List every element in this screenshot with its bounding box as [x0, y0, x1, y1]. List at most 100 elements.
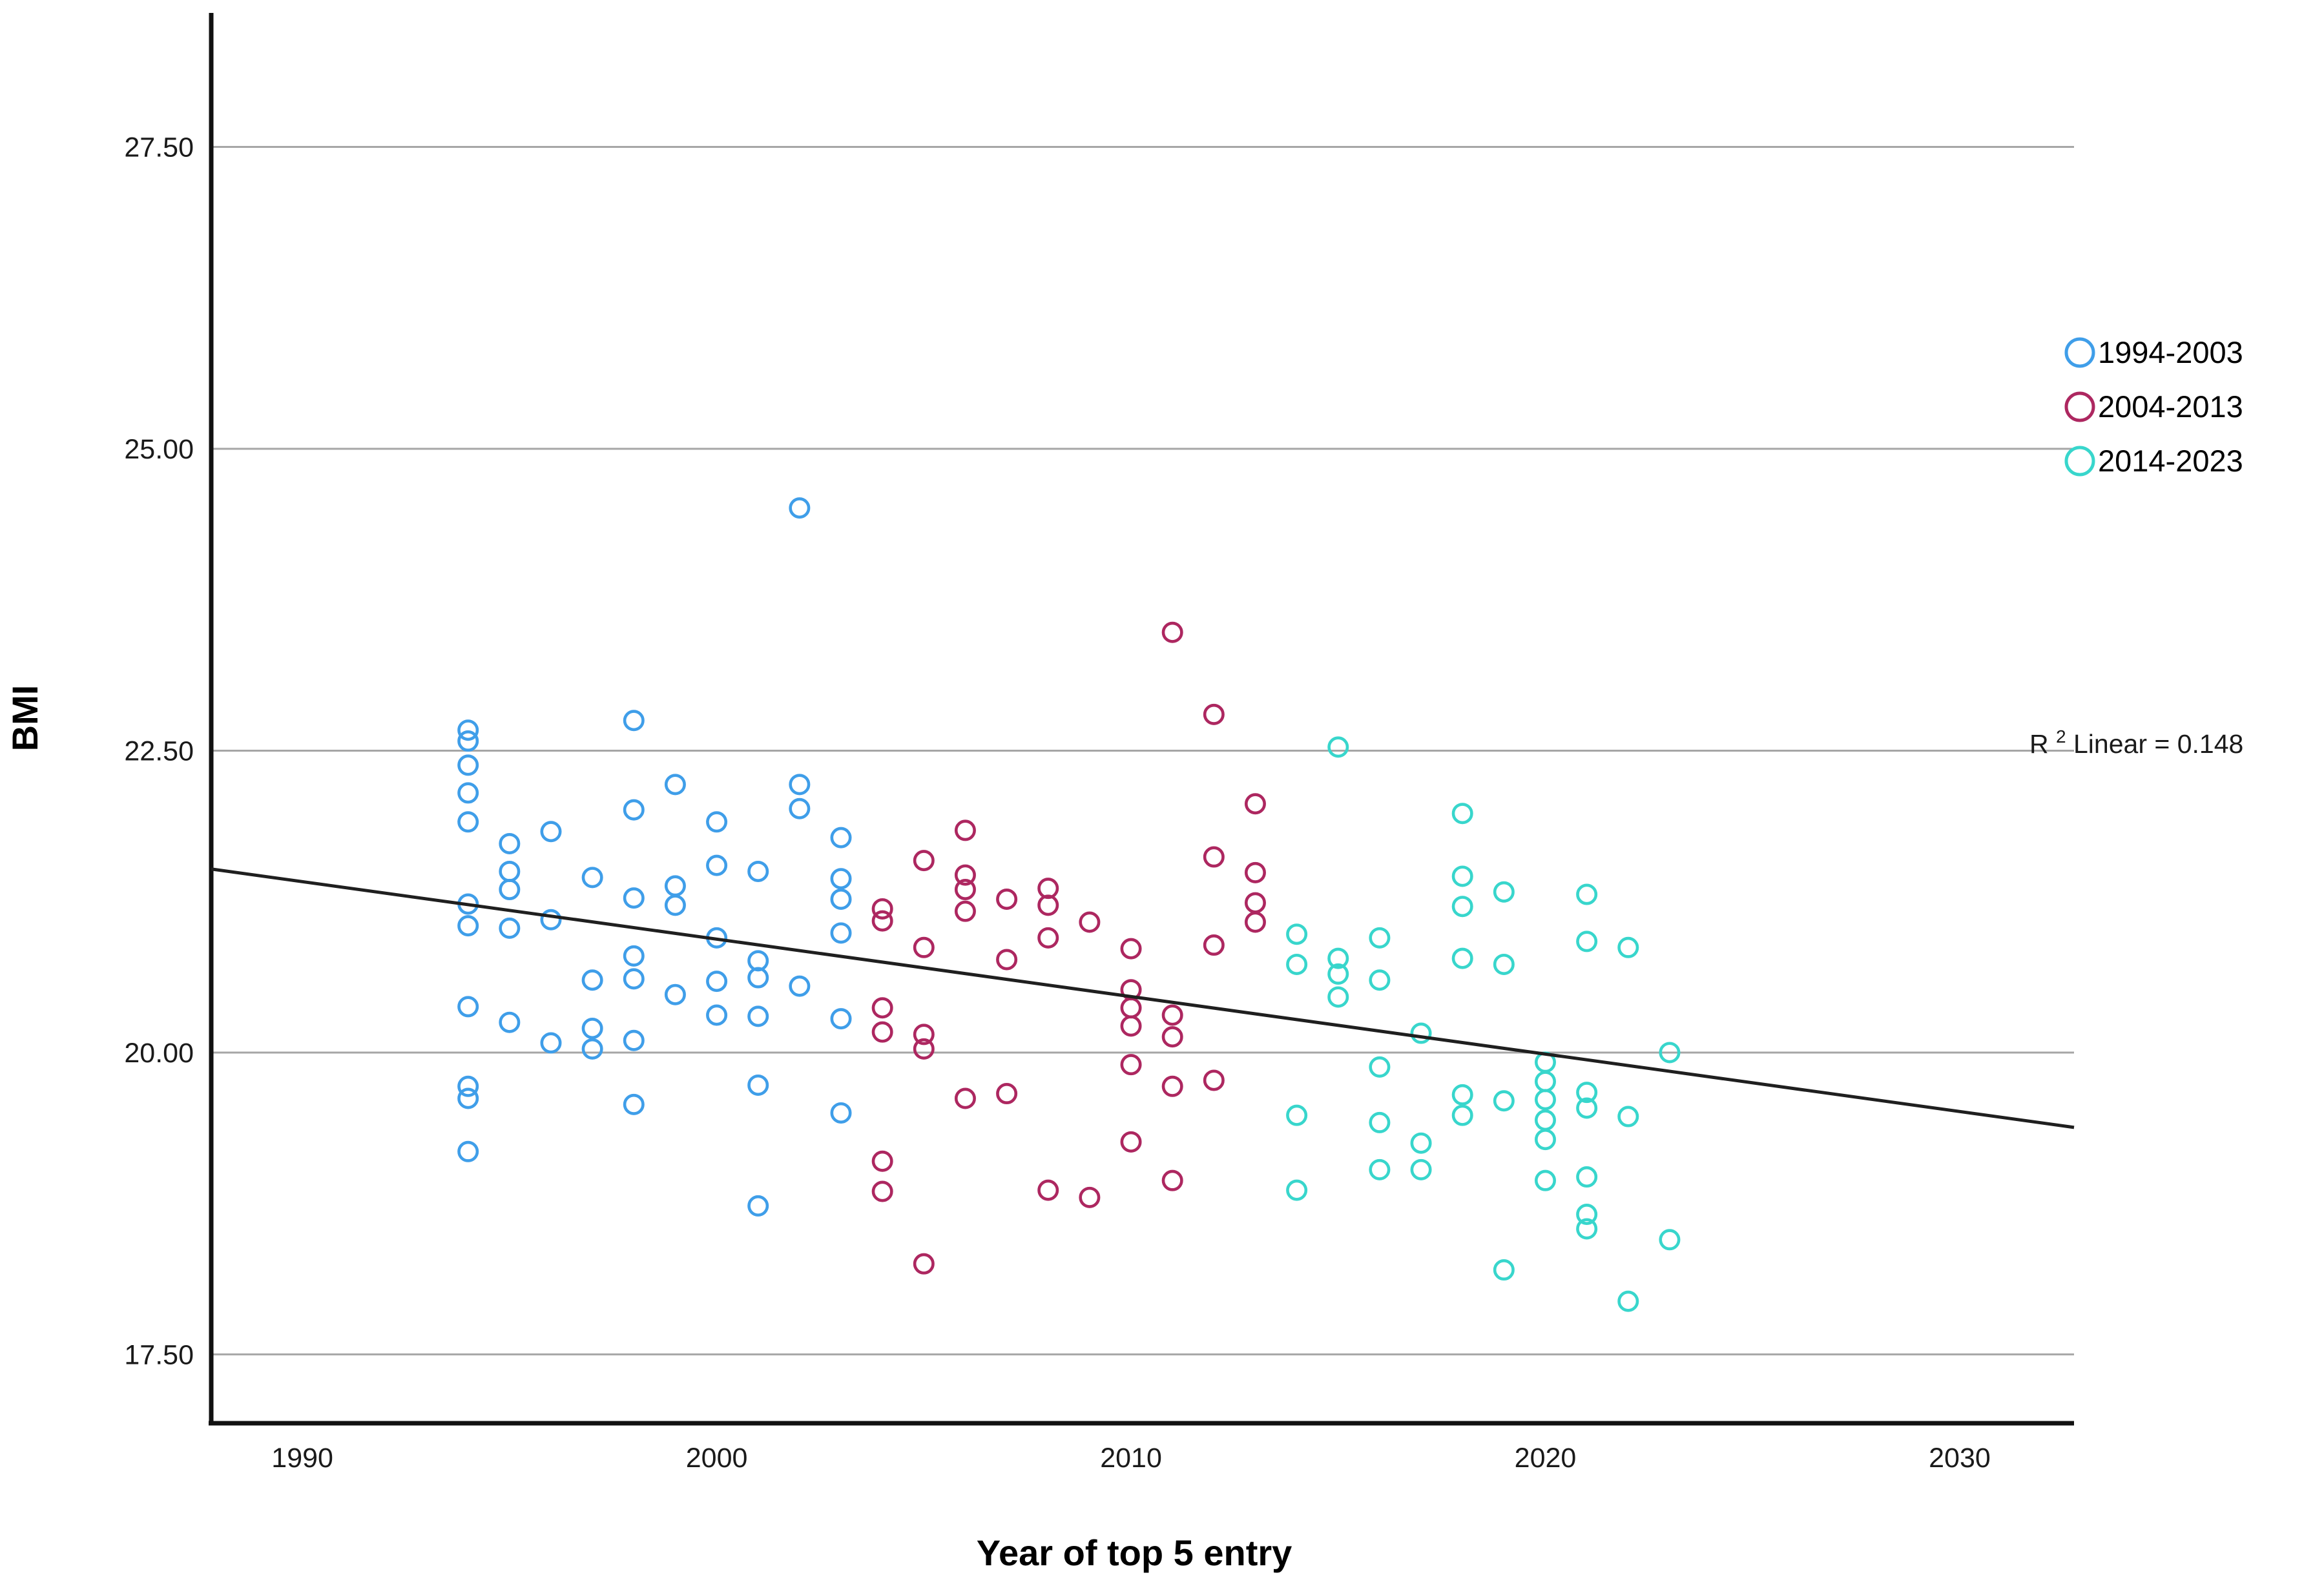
data-point [789, 975, 811, 997]
data-point [1576, 1097, 1598, 1119]
data-point [1451, 1084, 1473, 1106]
data-point [830, 922, 852, 944]
data-point [1576, 1082, 1598, 1104]
data-point [1369, 1158, 1391, 1180]
legend-item: 1994-2003 [2064, 335, 2243, 369]
data-point [954, 819, 976, 841]
data-point [581, 1038, 603, 1060]
data-point [1534, 1129, 1556, 1151]
data-point [1534, 1089, 1556, 1111]
data-point [1286, 1104, 1308, 1126]
data-point [1617, 936, 1639, 958]
data-point [457, 1087, 479, 1109]
data-point [457, 754, 479, 776]
legend-swatch-2004-2013 [2064, 391, 2095, 422]
y-tick-label: 17.50 [124, 1339, 194, 1370]
series-2014-2023 [1286, 736, 1681, 1312]
data-point [1659, 1229, 1681, 1251]
data-point [457, 782, 479, 804]
data-point [581, 969, 603, 991]
data-point [499, 917, 521, 939]
data-point [871, 997, 893, 1019]
data-point [1451, 947, 1473, 969]
data-point [747, 860, 769, 882]
data-point [1120, 1054, 1142, 1076]
data-point [1410, 1158, 1432, 1180]
data-point [623, 968, 645, 990]
data-point [1451, 896, 1473, 918]
data-point [830, 888, 852, 910]
data-point [1451, 803, 1473, 825]
data-point [664, 894, 686, 916]
data-point [747, 1005, 769, 1027]
data-point [1576, 1218, 1598, 1240]
y-tick-labels: 27.50 25.00 22.50 20.00 17.50 [124, 132, 194, 1371]
data-point [499, 879, 521, 901]
data-point [1369, 1056, 1391, 1078]
data-point [581, 867, 603, 889]
r2-rest: Linear = 0.148 [2073, 729, 2243, 759]
r2-superscript: 2 [2056, 726, 2066, 746]
data-point [540, 1032, 562, 1054]
data-point [830, 827, 852, 849]
r2-base: R [2029, 729, 2049, 759]
legend-swatch-2014-2023 [2064, 446, 2095, 477]
x-tick-label: 2000 [686, 1443, 748, 1474]
data-point [1493, 1090, 1515, 1112]
data-point [1203, 1069, 1225, 1091]
fit-line [211, 867, 2075, 1129]
data-point [1327, 986, 1349, 1008]
y-tick-label: 20.00 [124, 1038, 194, 1069]
data-point [1493, 881, 1515, 903]
legend-item: 2014-2023 [2064, 444, 2243, 478]
data-point [1369, 927, 1391, 949]
data-point [789, 774, 811, 796]
data-point [871, 1021, 893, 1043]
data-point [623, 1093, 645, 1115]
data-point [1369, 969, 1391, 991]
x-tick-label: 2020 [1515, 1443, 1577, 1474]
data-point [457, 915, 479, 937]
y-axis-title: BMI [5, 685, 45, 752]
data-point [457, 719, 479, 741]
data-point [1244, 793, 1266, 815]
data-point [1327, 947, 1349, 969]
data-point [581, 1018, 603, 1040]
data-point [996, 888, 1018, 910]
data-point [1161, 621, 1183, 643]
series-1994-2003 [457, 497, 852, 1217]
data-point [1244, 911, 1266, 933]
data-point [996, 1083, 1018, 1105]
data-point [1286, 1179, 1308, 1201]
data-point [1451, 865, 1473, 887]
data-point [623, 710, 645, 732]
data-point [1037, 927, 1059, 949]
data-point [706, 971, 728, 993]
data-point [1493, 953, 1515, 975]
x-tick-label: 1990 [271, 1443, 333, 1474]
legend-label: 2004-2013 [2098, 389, 2243, 424]
data-point [664, 983, 686, 1005]
data-point [664, 774, 686, 796]
data-point [913, 1038, 935, 1060]
data-point [457, 811, 479, 833]
data-point [954, 864, 976, 886]
data-point [1037, 1179, 1059, 1201]
data-point [1161, 1004, 1183, 1026]
data-point [457, 1075, 479, 1097]
data-point [1617, 1106, 1639, 1127]
data-point [1161, 1026, 1183, 1048]
legend-label: 2014-2023 [2098, 444, 2243, 478]
data-point [1161, 1169, 1183, 1191]
data-point [913, 1253, 935, 1275]
data-point [871, 910, 893, 932]
data-point [913, 936, 935, 958]
series-2004-2013 [871, 621, 1266, 1275]
data-point [1410, 1022, 1432, 1044]
data-point [954, 900, 976, 922]
x-axis-title: Year of top 5 entry [977, 1532, 1292, 1573]
data-point [1037, 894, 1059, 916]
data-point [830, 1102, 852, 1124]
data-point [1576, 931, 1598, 952]
legend-item: 2004-2013 [2064, 389, 2243, 424]
